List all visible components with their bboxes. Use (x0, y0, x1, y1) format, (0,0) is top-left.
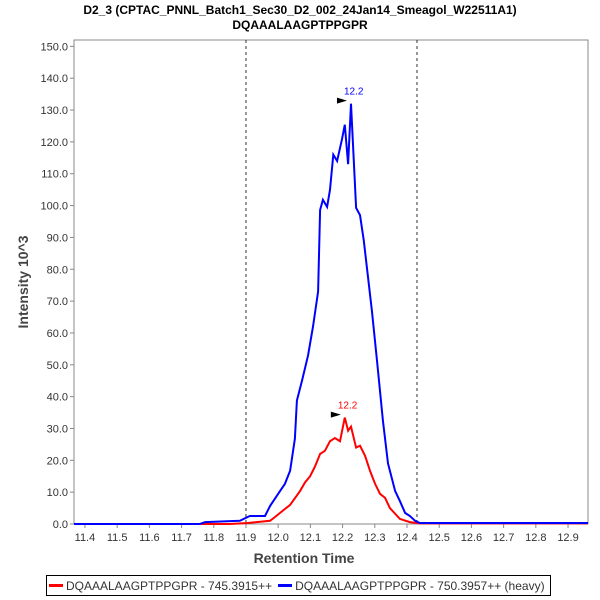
legend-swatch-red (49, 584, 63, 587)
y-tick-label: 150.0 (40, 41, 68, 53)
chart-title: D2_3 (CPTAC_PNNL_Batch1_Sec30_D2_002_24J… (83, 3, 516, 17)
y-tick-label: 60.0 (47, 328, 68, 340)
y-axis-label: Intensity 10^3 (15, 235, 31, 328)
legend-label: DQAAALAAGPTPPGPR - 750.3957++ (heavy) (295, 578, 545, 593)
x-tick-label: 11.4 (75, 532, 96, 544)
legend: DQAAALAAGPTPPGPR - 745.3915++ DQAAALAAGP… (46, 575, 551, 596)
y-tick-label: 100.0 (40, 201, 68, 213)
x-tick-label: 12.5 (428, 532, 449, 544)
x-tick-label: 12.4 (396, 532, 417, 544)
y-tick-label: 70.0 (47, 296, 68, 308)
x-tick-label: 12.1 (300, 532, 321, 544)
x-tick-label: 12.8 (525, 532, 546, 544)
legend-label: DQAAALAAGPTPPGPR - 745.3915++ (66, 578, 273, 593)
y-tick-label: 80.0 (47, 264, 68, 276)
series-line-0 (74, 417, 588, 525)
y-tick-label: 10.0 (47, 487, 68, 499)
y-tick-label: 90.0 (47, 232, 68, 244)
peak-arrow-icon (336, 97, 347, 104)
legend-item-heavy: DQAAALAAGPTPPGPR - 750.3957++ (heavy) (278, 578, 545, 593)
x-tick-label: 12.7 (493, 532, 514, 544)
y-tick-label: 110.0 (41, 169, 68, 181)
x-tick-label: 11.6 (139, 532, 160, 544)
peak-label: 12.2 (338, 401, 358, 412)
x-tick-label: 12.6 (461, 532, 482, 544)
x-tick-label: 12.0 (267, 532, 288, 544)
x-axis-label: Retention Time (254, 550, 355, 566)
x-tick-label: 11.8 (203, 532, 224, 544)
y-tick-label: 130.0 (40, 105, 68, 117)
x-tick-label: 11.9 (236, 532, 257, 544)
x-tick-label: 11.5 (107, 532, 128, 544)
y-tick-label: 50.0 (47, 360, 68, 372)
legend-item-light: DQAAALAAGPTPPGPR - 745.3915++ (49, 579, 272, 593)
y-tick-label: 20.0 (47, 455, 68, 467)
chart-svg: D2_3 (CPTAC_PNNL_Batch1_Sec30_D2_002_24J… (15, 3, 589, 566)
x-tick-label: 11.7 (171, 532, 192, 544)
plot-area (73, 39, 589, 525)
legend-swatch-blue (278, 584, 293, 587)
peak-arrow-icon (330, 411, 341, 418)
y-tick-label: 30.0 (47, 423, 68, 435)
chart-subtitle: DQAAALAAGPTPPGPR (232, 18, 368, 32)
y-tick-label: 120.0 (40, 137, 68, 149)
x-tick-label: 12.9 (557, 532, 578, 544)
peak-label: 12.2 (344, 87, 364, 98)
series-line-1 (74, 103, 588, 525)
y-tick-label: 40.0 (47, 392, 68, 404)
x-tick-label: 12.2 (332, 532, 353, 544)
y-tick-label: 140.0 (40, 73, 68, 85)
y-tick-label: 0.0 (53, 519, 68, 531)
x-tick-label: 12.3 (364, 532, 385, 544)
